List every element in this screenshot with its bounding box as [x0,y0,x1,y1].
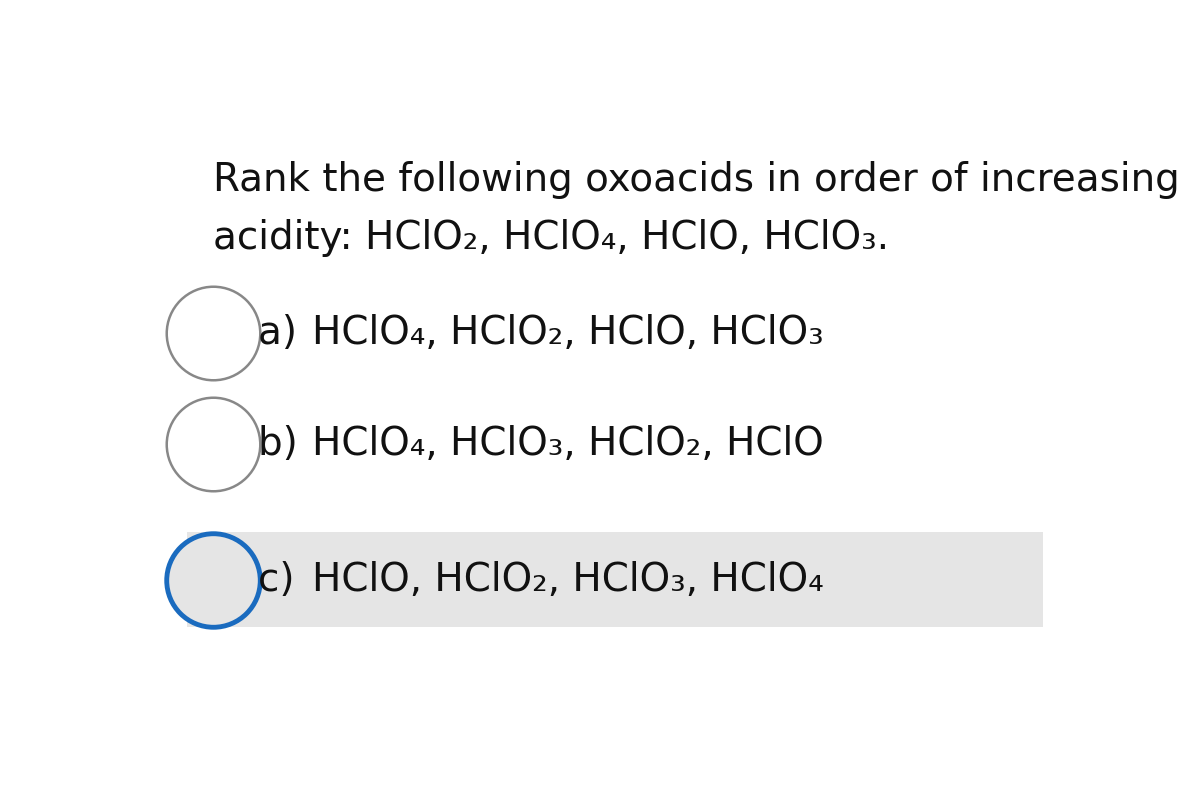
Text: HClO₄, HClO₃, HClO₂, HClO: HClO₄, HClO₃, HClO₂, HClO [312,425,823,463]
FancyBboxPatch shape [187,532,1043,627]
Text: HClO, HClO₂, HClO₃, HClO₄: HClO, HClO₂, HClO₃, HClO₄ [312,561,823,598]
Text: a): a) [258,314,317,352]
Text: c): c) [258,561,314,598]
Text: b): b) [258,425,317,463]
Text: HClO₄, HClO₂, HClO, HClO₃: HClO₄, HClO₂, HClO, HClO₃ [312,314,823,352]
Point [204,326,223,339]
Point [204,573,223,586]
Text: acidity: HClO₂, HClO₄, HClO, HClO₃.: acidity: HClO₂, HClO₄, HClO, HClO₃. [214,219,889,258]
Point [204,438,223,450]
Text: Rank the following oxoacids in order of increasing: Rank the following oxoacids in order of … [214,161,1180,198]
